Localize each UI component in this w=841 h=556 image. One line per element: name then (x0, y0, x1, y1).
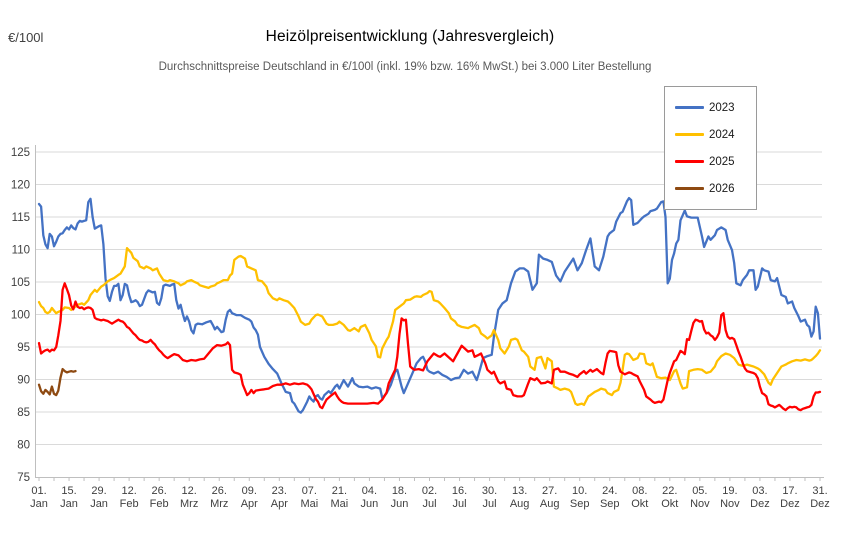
legend-swatch-2024 (675, 132, 704, 137)
legend-item-2025[interactable]: 2025 (675, 148, 756, 175)
y-axis-unit-label: €/100l (8, 30, 44, 45)
x-axis-label: 05. Nov (690, 485, 710, 510)
x-axis-label: 09. Apr (241, 485, 258, 510)
y-axis-label-110: 110 (12, 245, 30, 257)
chart-legend: 2023 2024 2025 2026 (664, 86, 757, 210)
legend-label-2026: 2026 (709, 182, 735, 195)
x-axis-label: 30. Jul (482, 485, 497, 510)
x-axis-label: 31. Dez (810, 485, 830, 510)
x-axis-label: 12. Feb (120, 485, 139, 510)
x-axis-label: 13. Aug (510, 485, 530, 510)
x-axis-label: 23. Apr (271, 485, 288, 510)
y-axis-label-125: 125 (11, 147, 30, 159)
legend-item-2023[interactable]: 2023 (675, 94, 756, 121)
y-axis-label-90: 90 (17, 375, 30, 387)
x-axis-label: 21. Mai (331, 485, 349, 510)
x-axis-label: 01. Jan (30, 485, 48, 510)
x-axis-label: 03. Dez (750, 485, 770, 510)
y-axis-label-115: 115 (12, 212, 30, 224)
legend-item-2024[interactable]: 2024 (675, 121, 756, 148)
x-axis-label: 26. Mrz (210, 485, 228, 510)
y-axis-label-95: 95 (17, 342, 30, 354)
x-axis-label: 04. Jun (361, 485, 379, 510)
legend-label-2023: 2023 (709, 101, 735, 114)
series-line-2023 (37, 196, 822, 414)
y-axis-label-80: 80 (17, 440, 30, 452)
legend-item-2026[interactable]: 2026 (675, 175, 756, 202)
x-axis-label: 02. Jul (422, 485, 437, 510)
x-axis-label: 29. Jan (90, 485, 108, 510)
legend-swatch-2025 (675, 159, 704, 164)
x-axis-label: 18. Jun (391, 485, 409, 510)
y-axis-label-105: 105 (11, 277, 30, 289)
x-axis-label: 15. Jan (60, 485, 78, 510)
chart-title: Heizölpreisentwicklung (Jahresvergleich) (265, 28, 555, 45)
x-axis-label: 17. Dez (780, 485, 800, 510)
y-axis-label-100: 100 (11, 310, 30, 322)
x-axis-label: 08. Okt (631, 485, 648, 510)
legend-label-2024: 2024 (709, 128, 735, 141)
x-axis-label: 19. Nov (720, 485, 740, 510)
x-axis-label: 22. Okt (661, 485, 678, 510)
legend-label-2025: 2025 (709, 155, 735, 168)
chart-subtitle: Durchschnittspreise Deutschland in €/100… (158, 61, 652, 73)
x-axis-label: 10. Sep (570, 485, 590, 510)
x-axis-label: 07. Mai (300, 485, 318, 510)
x-axis-label: 16. Jul (452, 485, 467, 510)
y-axis-label-75: 75 (17, 472, 30, 484)
x-axis-label: 24. Sep (600, 485, 620, 510)
series-line-2026 (37, 367, 77, 397)
x-axis-label: 26. Feb (150, 485, 169, 510)
x-axis-label: 27. Aug (540, 485, 560, 510)
x-axis-label: 12. Mrz (180, 485, 198, 510)
y-axis-label-120: 120 (11, 180, 30, 192)
legend-swatch-2026 (675, 186, 704, 191)
series-line-2024 (37, 247, 822, 407)
legend-swatch-2023 (675, 105, 704, 110)
series-line-2025 (37, 282, 822, 412)
y-axis-label-85: 85 (17, 407, 30, 419)
